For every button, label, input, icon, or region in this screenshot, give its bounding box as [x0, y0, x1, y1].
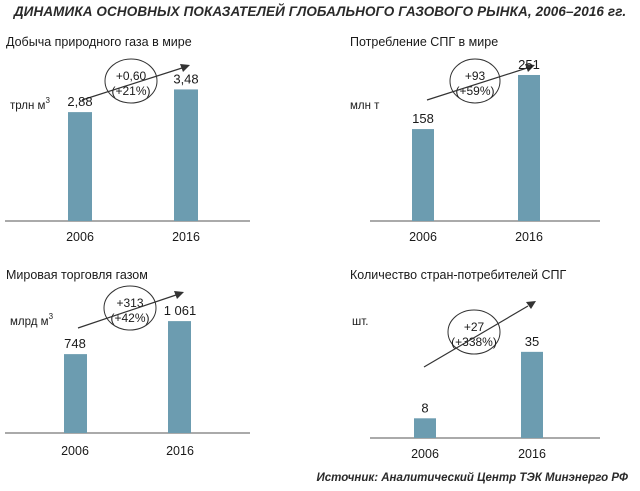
- x-tick-label: 2006: [409, 230, 437, 244]
- x-tick-label: 2006: [61, 444, 89, 458]
- bar: [414, 418, 436, 438]
- data-label: 748: [64, 336, 86, 351]
- change-ellipse: [449, 58, 501, 104]
- change-value: +93: [465, 69, 486, 83]
- change-ellipse: [103, 285, 157, 331]
- data-label: 251: [518, 57, 540, 72]
- trend-arrow: [81, 67, 183, 101]
- x-tick-label: 2016: [515, 230, 543, 244]
- bar: [168, 321, 191, 433]
- panel-title: Количество стран-потребителей СПГ: [350, 268, 566, 282]
- data-label: 8: [421, 400, 428, 415]
- panel-title: Добыча природного газа в мире: [6, 35, 192, 49]
- panel-gas-production: Добыча природного газа в мире трлн м3 +0…: [5, 35, 250, 244]
- change-ellipse: [104, 58, 158, 104]
- change-value: +0,60: [116, 69, 147, 83]
- trend-arrow-head: [525, 64, 535, 72]
- bar: [521, 351, 543, 438]
- change-value: +27: [464, 320, 485, 334]
- unit-label: млн т: [350, 100, 380, 112]
- trend-arrow-head: [526, 301, 536, 309]
- data-label: 158: [412, 111, 434, 126]
- change-percent: (+21%): [111, 84, 150, 98]
- trend-arrow: [423, 305, 529, 368]
- bar: [412, 129, 434, 221]
- data-label: 1 061: [164, 303, 197, 318]
- x-tick-label: 2016: [166, 444, 194, 458]
- unit-label: трлн м3: [10, 96, 50, 112]
- bar: [64, 354, 87, 433]
- x-tick-label: 2016: [518, 447, 546, 461]
- trend-arrow-head: [180, 64, 190, 72]
- panel-gas-trade: Мировая торговля газом млрд м3 +313 (+42…: [5, 268, 250, 458]
- panel-lng-consumption: Потребление СПГ в мире млн т +93 (+59%) …: [350, 35, 600, 244]
- change-ellipse: [447, 309, 501, 355]
- data-label: 2,88: [67, 94, 92, 109]
- change-percent: (+338%): [451, 335, 497, 349]
- x-tick-label: 2016: [172, 230, 200, 244]
- change-percent: (+59%): [455, 84, 494, 98]
- trend-arrow: [77, 294, 177, 329]
- x-tick-label: 2006: [66, 230, 94, 244]
- bar: [518, 74, 540, 221]
- change-percent: (+42%): [110, 311, 149, 325]
- bar: [68, 112, 92, 221]
- data-label: 3,48: [173, 71, 198, 86]
- x-tick-label: 2006: [411, 447, 439, 461]
- change-value: +313: [116, 296, 143, 310]
- data-label: 35: [525, 334, 539, 349]
- trend-arrow: [426, 67, 528, 101]
- panel-lng-consumer-countries: Количество стран-потребителей СПГ шт. +2…: [350, 268, 600, 461]
- panel-title: Потребление СПГ в мире: [350, 35, 498, 49]
- trend-arrow-head: [174, 291, 184, 299]
- bar: [174, 89, 198, 221]
- source-note: Источник: Аналитический Центр ТЭК Минэне…: [316, 472, 629, 484]
- unit-label: шт.: [352, 316, 368, 328]
- panel-title: Мировая торговля газом: [6, 268, 148, 282]
- unit-label: млрд м3: [10, 312, 54, 328]
- chart-title: ДИНАМИКА ОСНОВНЫХ ПОКАЗАТЕЛЕЙ ГЛОБАЛЬНОГ…: [13, 4, 627, 19]
